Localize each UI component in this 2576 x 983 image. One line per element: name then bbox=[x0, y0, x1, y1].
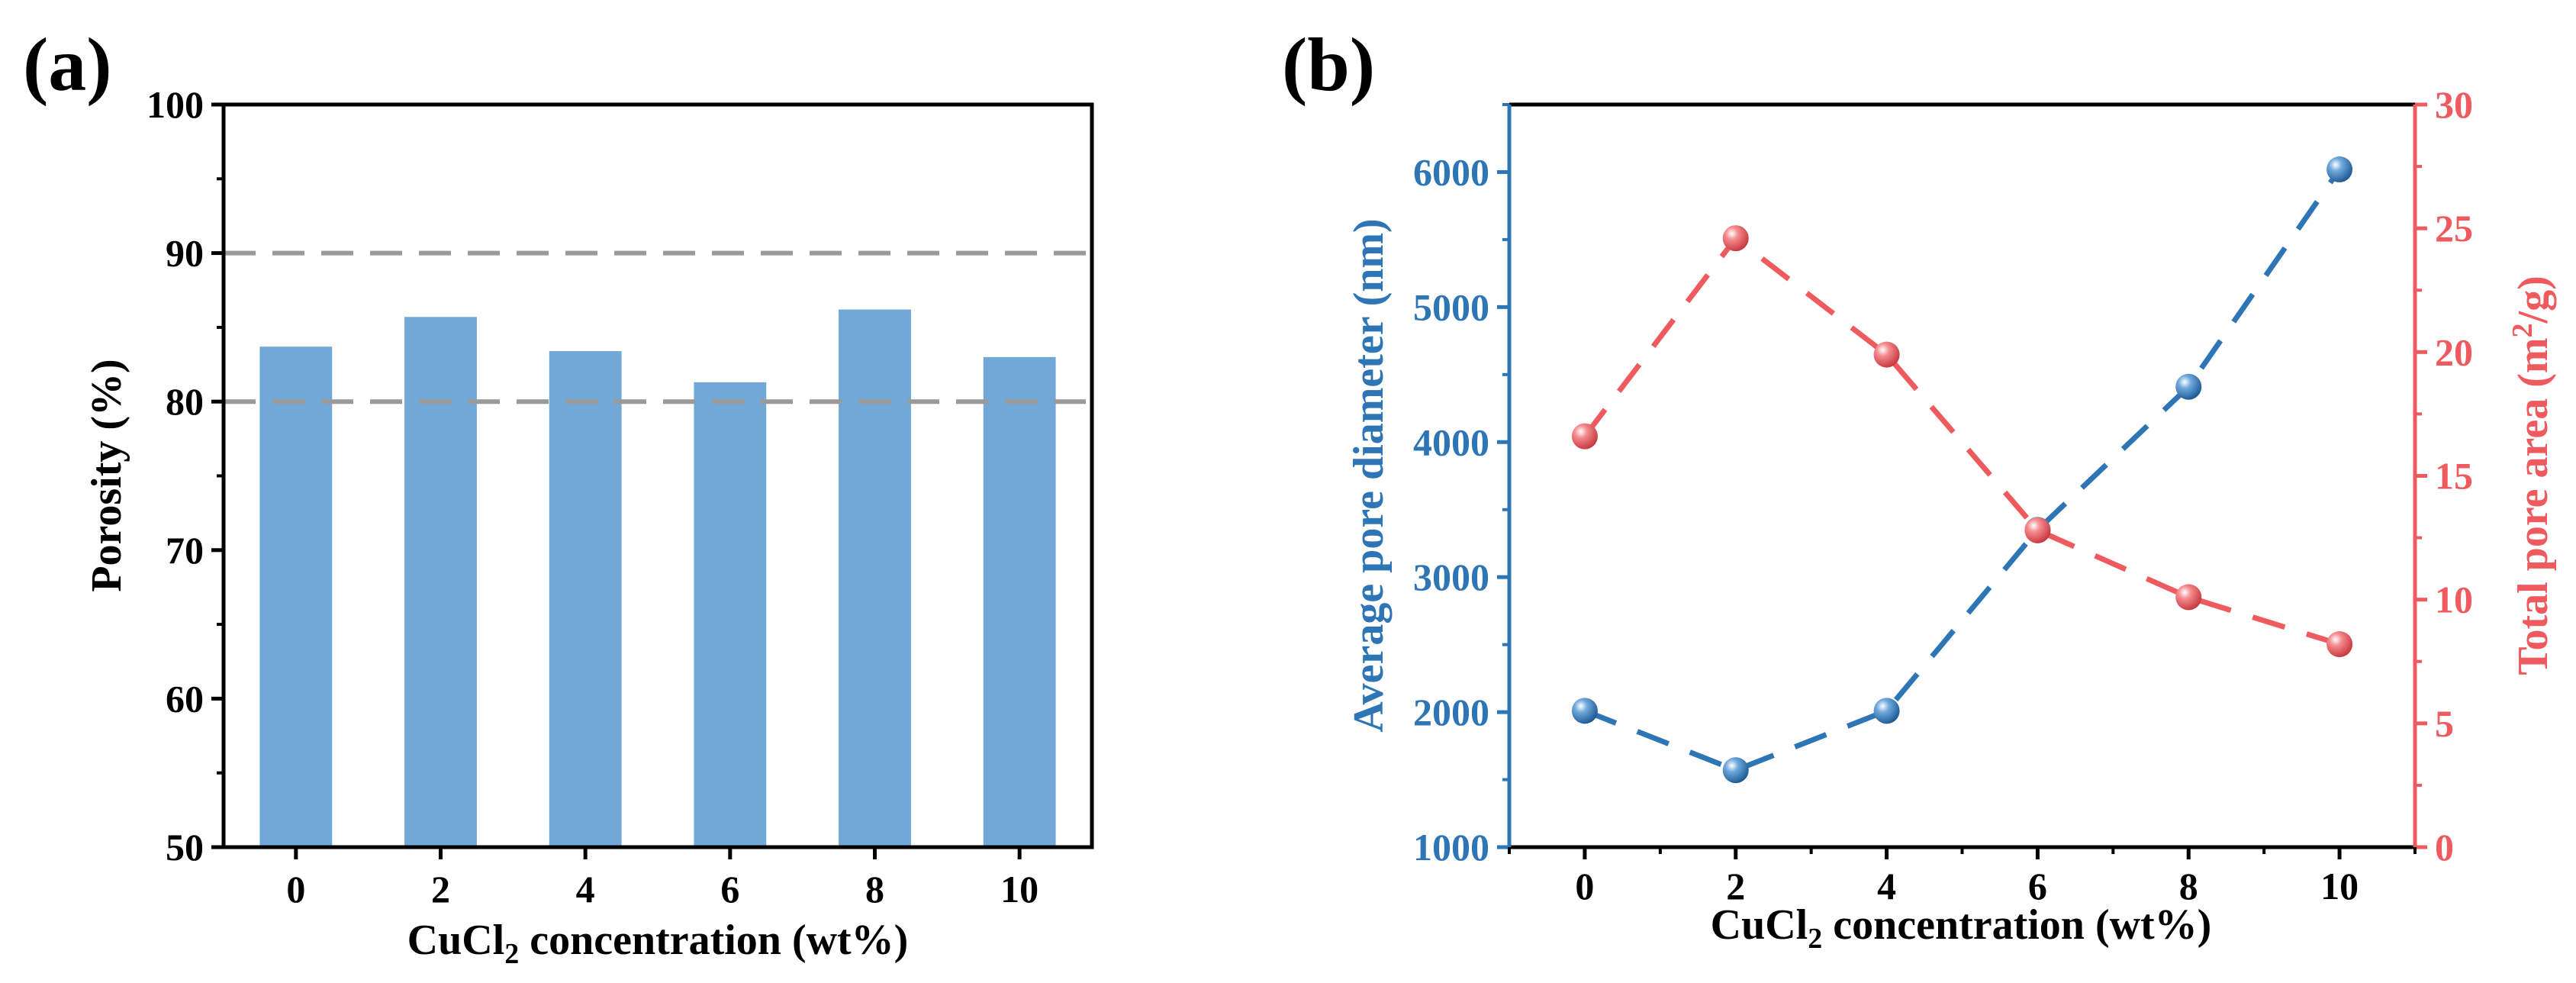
pore-diameter-point-4 bbox=[1873, 698, 1900, 724]
panel-a-x-axis-label: CuCl2 concentration (wt%) bbox=[407, 917, 909, 970]
y-tick-label-50: 50 bbox=[166, 826, 204, 869]
pore-area-point-6 bbox=[2024, 517, 2051, 543]
pore-area-line bbox=[1583, 234, 2341, 647]
pore-area-point-0 bbox=[1571, 423, 1598, 450]
panel-a-label: (a) bbox=[23, 22, 112, 107]
b-right-y-tick-label-30: 30 bbox=[2435, 83, 2473, 126]
panel-a-bars bbox=[259, 309, 1056, 848]
panel-a-x-label-subscript: 2 bbox=[504, 938, 519, 970]
panel-b-left-y-ticks: 1000 2000 3000 4000 5000 6000 bbox=[1413, 103, 1509, 869]
y-tick-label-100: 100 bbox=[147, 83, 204, 126]
x-tick-label-2: 2 bbox=[431, 868, 450, 910]
panel-b-series bbox=[1571, 156, 2353, 784]
b-right-y-tick-label-0: 0 bbox=[2435, 826, 2454, 869]
x-tick-label-8: 8 bbox=[865, 868, 884, 910]
pore-diameter-point-10 bbox=[2326, 156, 2353, 182]
y-tick-label-60: 60 bbox=[166, 677, 204, 720]
panel-b-right-label-suffix: /g) bbox=[2510, 276, 2557, 324]
b-left-y-tick-label-5000: 5000 bbox=[1413, 285, 1489, 328]
panel-a-x-label-prefix: CuCl bbox=[407, 917, 505, 964]
b-x-tick-label-4: 4 bbox=[1877, 865, 1896, 907]
b-right-y-tick-label-5: 5 bbox=[2435, 702, 2454, 745]
pore-diameter-line bbox=[1583, 167, 2342, 773]
x-tick-label-10: 10 bbox=[1000, 868, 1038, 910]
b-left-y-tick-label-6000: 6000 bbox=[1413, 150, 1489, 193]
b-x-tick-label-8: 8 bbox=[2179, 865, 2198, 907]
x-tick-label-6: 6 bbox=[720, 868, 739, 910]
pore-area-point-10 bbox=[2326, 631, 2353, 658]
b-left-y-tick-label-4000: 4000 bbox=[1413, 421, 1489, 463]
b-right-y-tick-label-20: 20 bbox=[2435, 330, 2473, 373]
panel-b-right-y-ticks: 0 5 10 15 20 25 30 bbox=[2415, 83, 2473, 869]
x-tick-label-0: 0 bbox=[286, 868, 305, 910]
panel-a-plot-frame bbox=[221, 102, 1094, 849]
b-x-tick-label-2: 2 bbox=[1726, 865, 1745, 907]
bar-10 bbox=[983, 356, 1056, 847]
b-x-tick-label-10: 10 bbox=[2320, 865, 2359, 907]
panel-b-x-axis-label: CuCl2 concentration (wt%) bbox=[1711, 901, 2212, 955]
panel-a-reference-lines bbox=[224, 250, 1092, 404]
bar-0 bbox=[259, 346, 333, 847]
y-tick-label-80: 80 bbox=[166, 380, 204, 423]
b-x-tick-label-6: 6 bbox=[2028, 865, 2047, 907]
pore-area-point-4 bbox=[1873, 341, 1900, 368]
panel-b-right-label-superscript: 2 bbox=[2507, 323, 2539, 337]
panel-a-x-label-suffix: concentration (wt%) bbox=[519, 917, 908, 964]
panel-b-left-y-axis-label: Average pore diameter (nm) bbox=[1345, 218, 1393, 732]
pore-diameter-point-0 bbox=[1571, 698, 1598, 724]
b-x-tick-label-0: 0 bbox=[1575, 865, 1594, 907]
bar-8 bbox=[839, 309, 911, 848]
panel-b-x-ticks: 0 2 4 6 8 10 bbox=[1508, 847, 2417, 907]
b-right-y-tick-label-15: 15 bbox=[2435, 455, 2473, 498]
panel-b-right-label-prefix: Total pore area (m bbox=[2510, 337, 2557, 675]
b-left-y-tick-label-3000: 3000 bbox=[1413, 556, 1489, 598]
b-left-y-tick-label-1000: 1000 bbox=[1413, 826, 1489, 869]
panel-a-y-axis-label: Porosity (%) bbox=[83, 359, 130, 591]
pore-diameter-point-2 bbox=[1722, 757, 1749, 784]
bar-6 bbox=[694, 382, 767, 848]
x-tick-label-4: 4 bbox=[576, 868, 595, 910]
b-right-y-tick-label-25: 25 bbox=[2435, 207, 2473, 250]
panel-a-y-ticks: 50 60 70 80 90 100 bbox=[147, 83, 224, 869]
b-left-y-tick-label-2000: 2000 bbox=[1413, 691, 1489, 733]
pore-area-point-8 bbox=[2175, 584, 2202, 611]
b-right-y-tick-label-10: 10 bbox=[2435, 579, 2473, 621]
panel-b-x-label-subscript: 2 bbox=[1808, 923, 1822, 955]
y-tick-label-90: 90 bbox=[166, 232, 204, 275]
panel-b-label: (b) bbox=[1282, 22, 1375, 107]
bar-4 bbox=[549, 351, 622, 847]
y-tick-label-70: 70 bbox=[166, 529, 204, 572]
panel-a-x-ticks: 0 2 4 6 8 10 bbox=[286, 847, 1038, 910]
bar-2 bbox=[404, 317, 477, 847]
panel-b-x-label-prefix: CuCl bbox=[1711, 901, 1808, 949]
panel-b-right-y-axis-label: Total pore area (m2/g) bbox=[2507, 276, 2557, 675]
pore-area-point-2 bbox=[1722, 225, 1749, 252]
pore-diameter-point-8 bbox=[2175, 373, 2202, 400]
panel-a: (a) 50 60 70 80 90 100 0 2 4 6 8 10 Porosity (%) C… bbox=[23, 22, 1094, 970]
panel-b-x-label-suffix: concentration (wt%) bbox=[1822, 901, 2211, 949]
